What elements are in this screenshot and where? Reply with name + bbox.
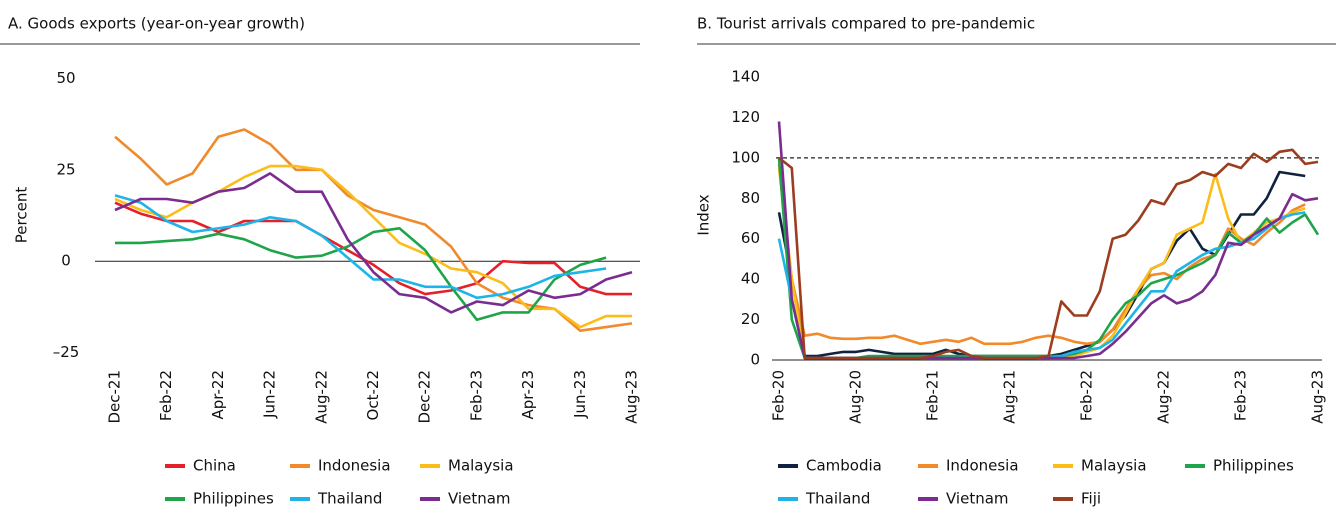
series-line [777,163,1306,346]
legend-label: Malaysia [1081,457,1147,475]
x-tick-label: Feb-22 [1078,370,1096,421]
x-tick-label: Feb-21 [924,370,942,421]
x-tick-label: Aug-20 [847,370,865,424]
y-tick-label: 20 [741,310,760,328]
series-line [114,164,632,329]
y-tick-label: 50 [56,69,75,87]
legend-label: Philippines [1213,457,1294,475]
y-tick-label: 0 [750,351,760,369]
x-tick-label: Dec-22 [416,370,434,424]
series-line [115,227,607,322]
x-tick-label: Feb-23 [467,370,485,421]
y-tick-label: 25 [56,160,75,178]
y-axis-label: Percent [13,187,31,244]
x-tick-label: Apr-22 [209,370,227,420]
legend-label: Indonesia [946,457,1019,475]
series-line [114,172,633,314]
legend-label: Fiji [1081,490,1101,508]
legend-label: Philippines [193,490,274,508]
x-tick-label: Feb-22 [157,370,175,421]
series-line [778,148,1319,360]
x-tick-label: Aug-22 [1155,370,1173,424]
x-tick-label: Dec-21 [106,370,124,424]
chart-title: A. Goods exports (year-on-year growth) [8,15,305,33]
y-tick-label: 100 [731,148,760,166]
series-line [114,201,632,296]
y-tick-label: –25 [53,343,80,361]
series-line [777,167,1306,360]
legend-label: Malaysia [448,457,514,475]
series-line [777,157,1320,360]
y-tick-label: 0 [61,252,71,270]
x-tick-label: Aug-21 [1001,370,1019,424]
legend-label: Vietnam [448,490,511,508]
x-tick-label: Apr-23 [519,370,537,420]
y-tick-label: 40 [741,270,760,288]
legend-label: Cambodia [806,457,882,475]
series-line [777,170,1306,358]
x-tick-label: Jun-22 [261,370,279,419]
legend-label: Vietnam [946,490,1009,508]
y-tick-label: 140 [731,68,760,86]
y-tick-label: 120 [731,108,760,126]
y-tick-label: 60 [741,229,760,247]
legend-label: Thailand [805,490,870,508]
legend-label: China [193,457,236,475]
y-axis-label: Index [695,194,713,235]
series-line [114,128,633,332]
y-tick-label: 80 [741,189,760,207]
x-tick-label: Aug-23 [623,370,641,424]
series-line [114,194,607,300]
x-tick-label: Jun-23 [571,370,589,419]
x-tick-label: Aug-23 [1309,370,1327,424]
x-tick-label: Oct-22 [364,370,382,420]
legend-label: Thailand [317,490,382,508]
x-tick-label: Feb-20 [770,370,788,421]
legend-label: Indonesia [318,457,391,475]
x-tick-label: Feb-23 [1232,370,1250,421]
chart-title: B. Tourist arrivals compared to pre-pand… [697,15,1035,33]
x-tick-label: Aug-22 [312,370,330,424]
